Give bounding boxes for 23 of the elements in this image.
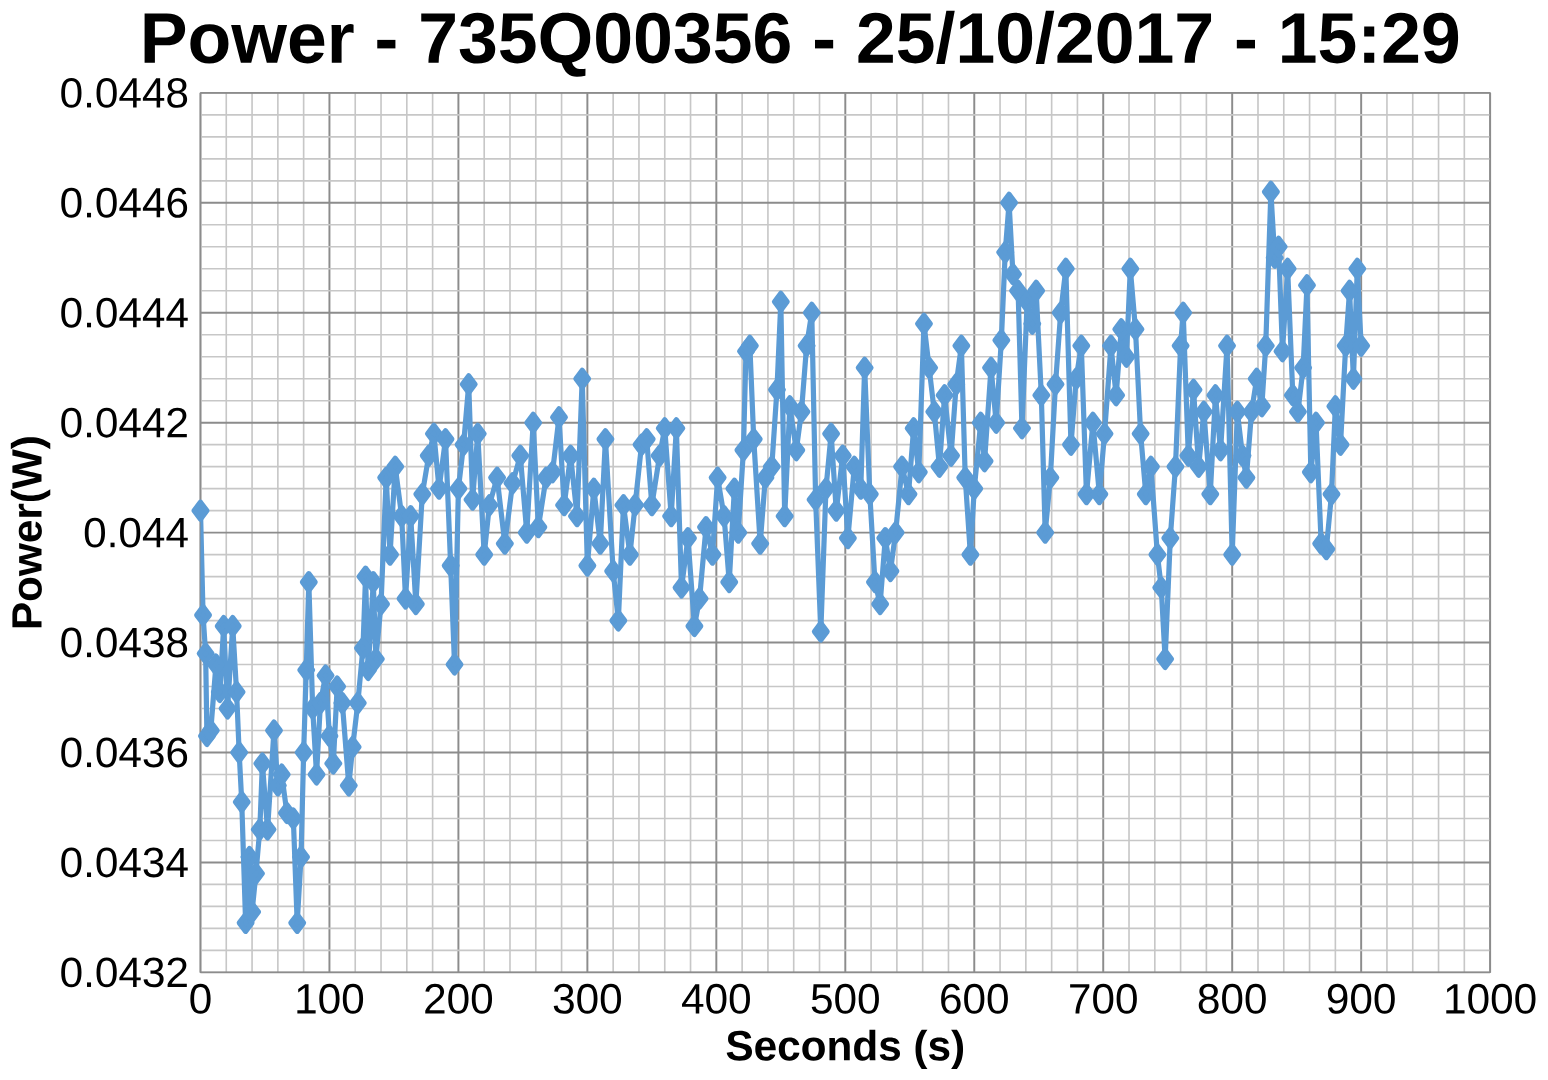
chart-title: Power - 735Q00356 - 25/10/2017 - 15:29 bbox=[144, 10, 1459, 77]
x-tick-label: 0 bbox=[190, 983, 211, 1014]
y-tick-label: 0.044 bbox=[84, 517, 188, 548]
x-tick-label: 600 bbox=[941, 983, 1008, 1014]
x-tick-label: 1000 bbox=[1446, 983, 1536, 1014]
x-tick-label: 200 bbox=[425, 983, 493, 1014]
y-tick-label: 0.0434 bbox=[61, 847, 188, 878]
x-tick-label: 700 bbox=[1070, 983, 1137, 1014]
x-tick-label: 300 bbox=[553, 983, 622, 1014]
y-tick-label: 0.0438 bbox=[61, 627, 188, 658]
x-tick-label: 900 bbox=[1327, 983, 1395, 1014]
y-tick-label: 0.0436 bbox=[61, 737, 188, 768]
y-tick-label: 0.0444 bbox=[61, 297, 188, 328]
y-tick-label: 0.0432 bbox=[61, 957, 187, 988]
y-tick-label: 0.0442 bbox=[61, 407, 187, 438]
y-tick-label: 0.0448 bbox=[61, 77, 188, 108]
y-tick-label: 0.0446 bbox=[61, 187, 188, 218]
x-axis-title: Seconds (s) bbox=[726, 1029, 964, 1070]
x-tick-label: 800 bbox=[1198, 983, 1266, 1014]
x-tick-label: 400 bbox=[682, 983, 750, 1014]
x-tick-label: 100 bbox=[297, 983, 364, 1014]
y-axis-title: Power(W) bbox=[10, 437, 51, 628]
x-tick-label: 500 bbox=[811, 983, 879, 1014]
